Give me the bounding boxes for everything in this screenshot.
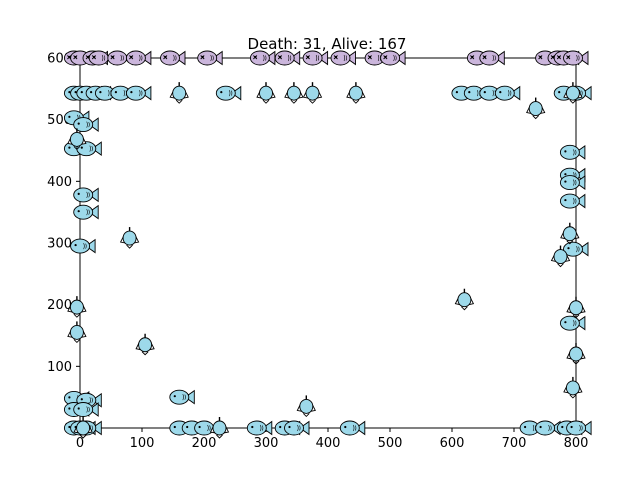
alive-fish-front-marker [302, 81, 323, 104]
x-tick-label: 800 [564, 436, 589, 451]
alive-fish-front-marker [169, 81, 189, 104]
dead-fish-side-marker [330, 50, 356, 66]
alive-fish-side-marker [73, 402, 99, 417]
alive-fish-side-marker [73, 204, 99, 220]
alive-fish-front-marker [284, 81, 304, 104]
y-tick-label: 400 [47, 175, 72, 190]
alive-fish-side-marker [70, 238, 96, 254]
alive-fish-front-marker [346, 81, 366, 104]
dead-fish-side-marker [380, 50, 406, 66]
alive-fish-front-marker [135, 333, 155, 356]
alive-fish-side-marker [563, 241, 589, 257]
alive-fish-front-marker [563, 376, 583, 399]
alive-fish-side-marker [494, 85, 521, 101]
dead-fish-side-marker [553, 50, 580, 66]
y-tick-label: 100 [47, 360, 72, 375]
x-tick-label: 700 [502, 436, 527, 451]
plot-title: Death: 31, Alive: 167 [248, 35, 407, 53]
x-tick-label: 600 [440, 436, 465, 451]
y-tick-label: 200 [47, 298, 72, 313]
dead-fish-side-marker [70, 50, 96, 66]
alive-fish-side-marker [559, 144, 586, 160]
alive-fish-side-marker [559, 315, 586, 331]
dead-fish-side-marker [197, 50, 223, 66]
alive-fish-side-marker [125, 85, 152, 101]
alive-fish-side-marker [246, 420, 273, 436]
y-tick-label: 300 [47, 237, 72, 252]
dead-fish-side-marker [88, 50, 115, 66]
dead-fish-side-marker [125, 50, 152, 66]
x-axis: 0 100 200 300 400 500 600 700 800 [76, 428, 589, 451]
dead-fish-side-marker [535, 50, 561, 66]
alive-fish-front-marker [566, 342, 586, 365]
x-tick-label: 100 [130, 436, 155, 451]
dead-fish-side-marker [563, 50, 589, 66]
x-tick-label: 500 [378, 436, 403, 451]
dead-fish-side-marker [249, 50, 276, 66]
dead-fish-side-marker [364, 50, 391, 66]
alive-fish-side-marker [215, 85, 242, 101]
alive-fish-side-marker [73, 187, 99, 203]
alive-fish-front-marker [119, 226, 140, 249]
x-tick-label: 300 [254, 436, 279, 451]
alive-fish-front-marker [256, 81, 276, 104]
alive-fish-front-marker [209, 416, 230, 439]
alive-fish-side-marker [284, 420, 310, 436]
x-tick-label: 0 [76, 436, 84, 451]
dead-fish-side-marker [274, 50, 301, 66]
x-tick-label: 400 [316, 436, 341, 451]
dead-fish-side-marker [107, 50, 133, 66]
alive-fish-side-marker [566, 420, 592, 436]
alive-fish-side-marker [535, 420, 561, 436]
alive-fish-side-marker [169, 389, 195, 405]
dead-fish-side-marker [160, 50, 186, 66]
dead-fish-side-marker [302, 50, 329, 66]
alive-fish-front-marker [296, 394, 316, 418]
alive-fish-side-marker [559, 193, 586, 209]
alive-fish-front-marker [67, 320, 87, 344]
fish-markers [63, 50, 592, 439]
dead-fish-side-marker [479, 50, 505, 66]
alive-fish-front-marker [526, 96, 546, 120]
dead-fish-side-marker [466, 50, 493, 66]
alive-fish-front-marker [454, 288, 475, 311]
x-tick-label: 200 [192, 436, 217, 451]
plot-area-frame [79, 57, 577, 429]
alive-fish-front-marker [566, 296, 586, 319]
alive-fish-side-marker [339, 420, 366, 436]
